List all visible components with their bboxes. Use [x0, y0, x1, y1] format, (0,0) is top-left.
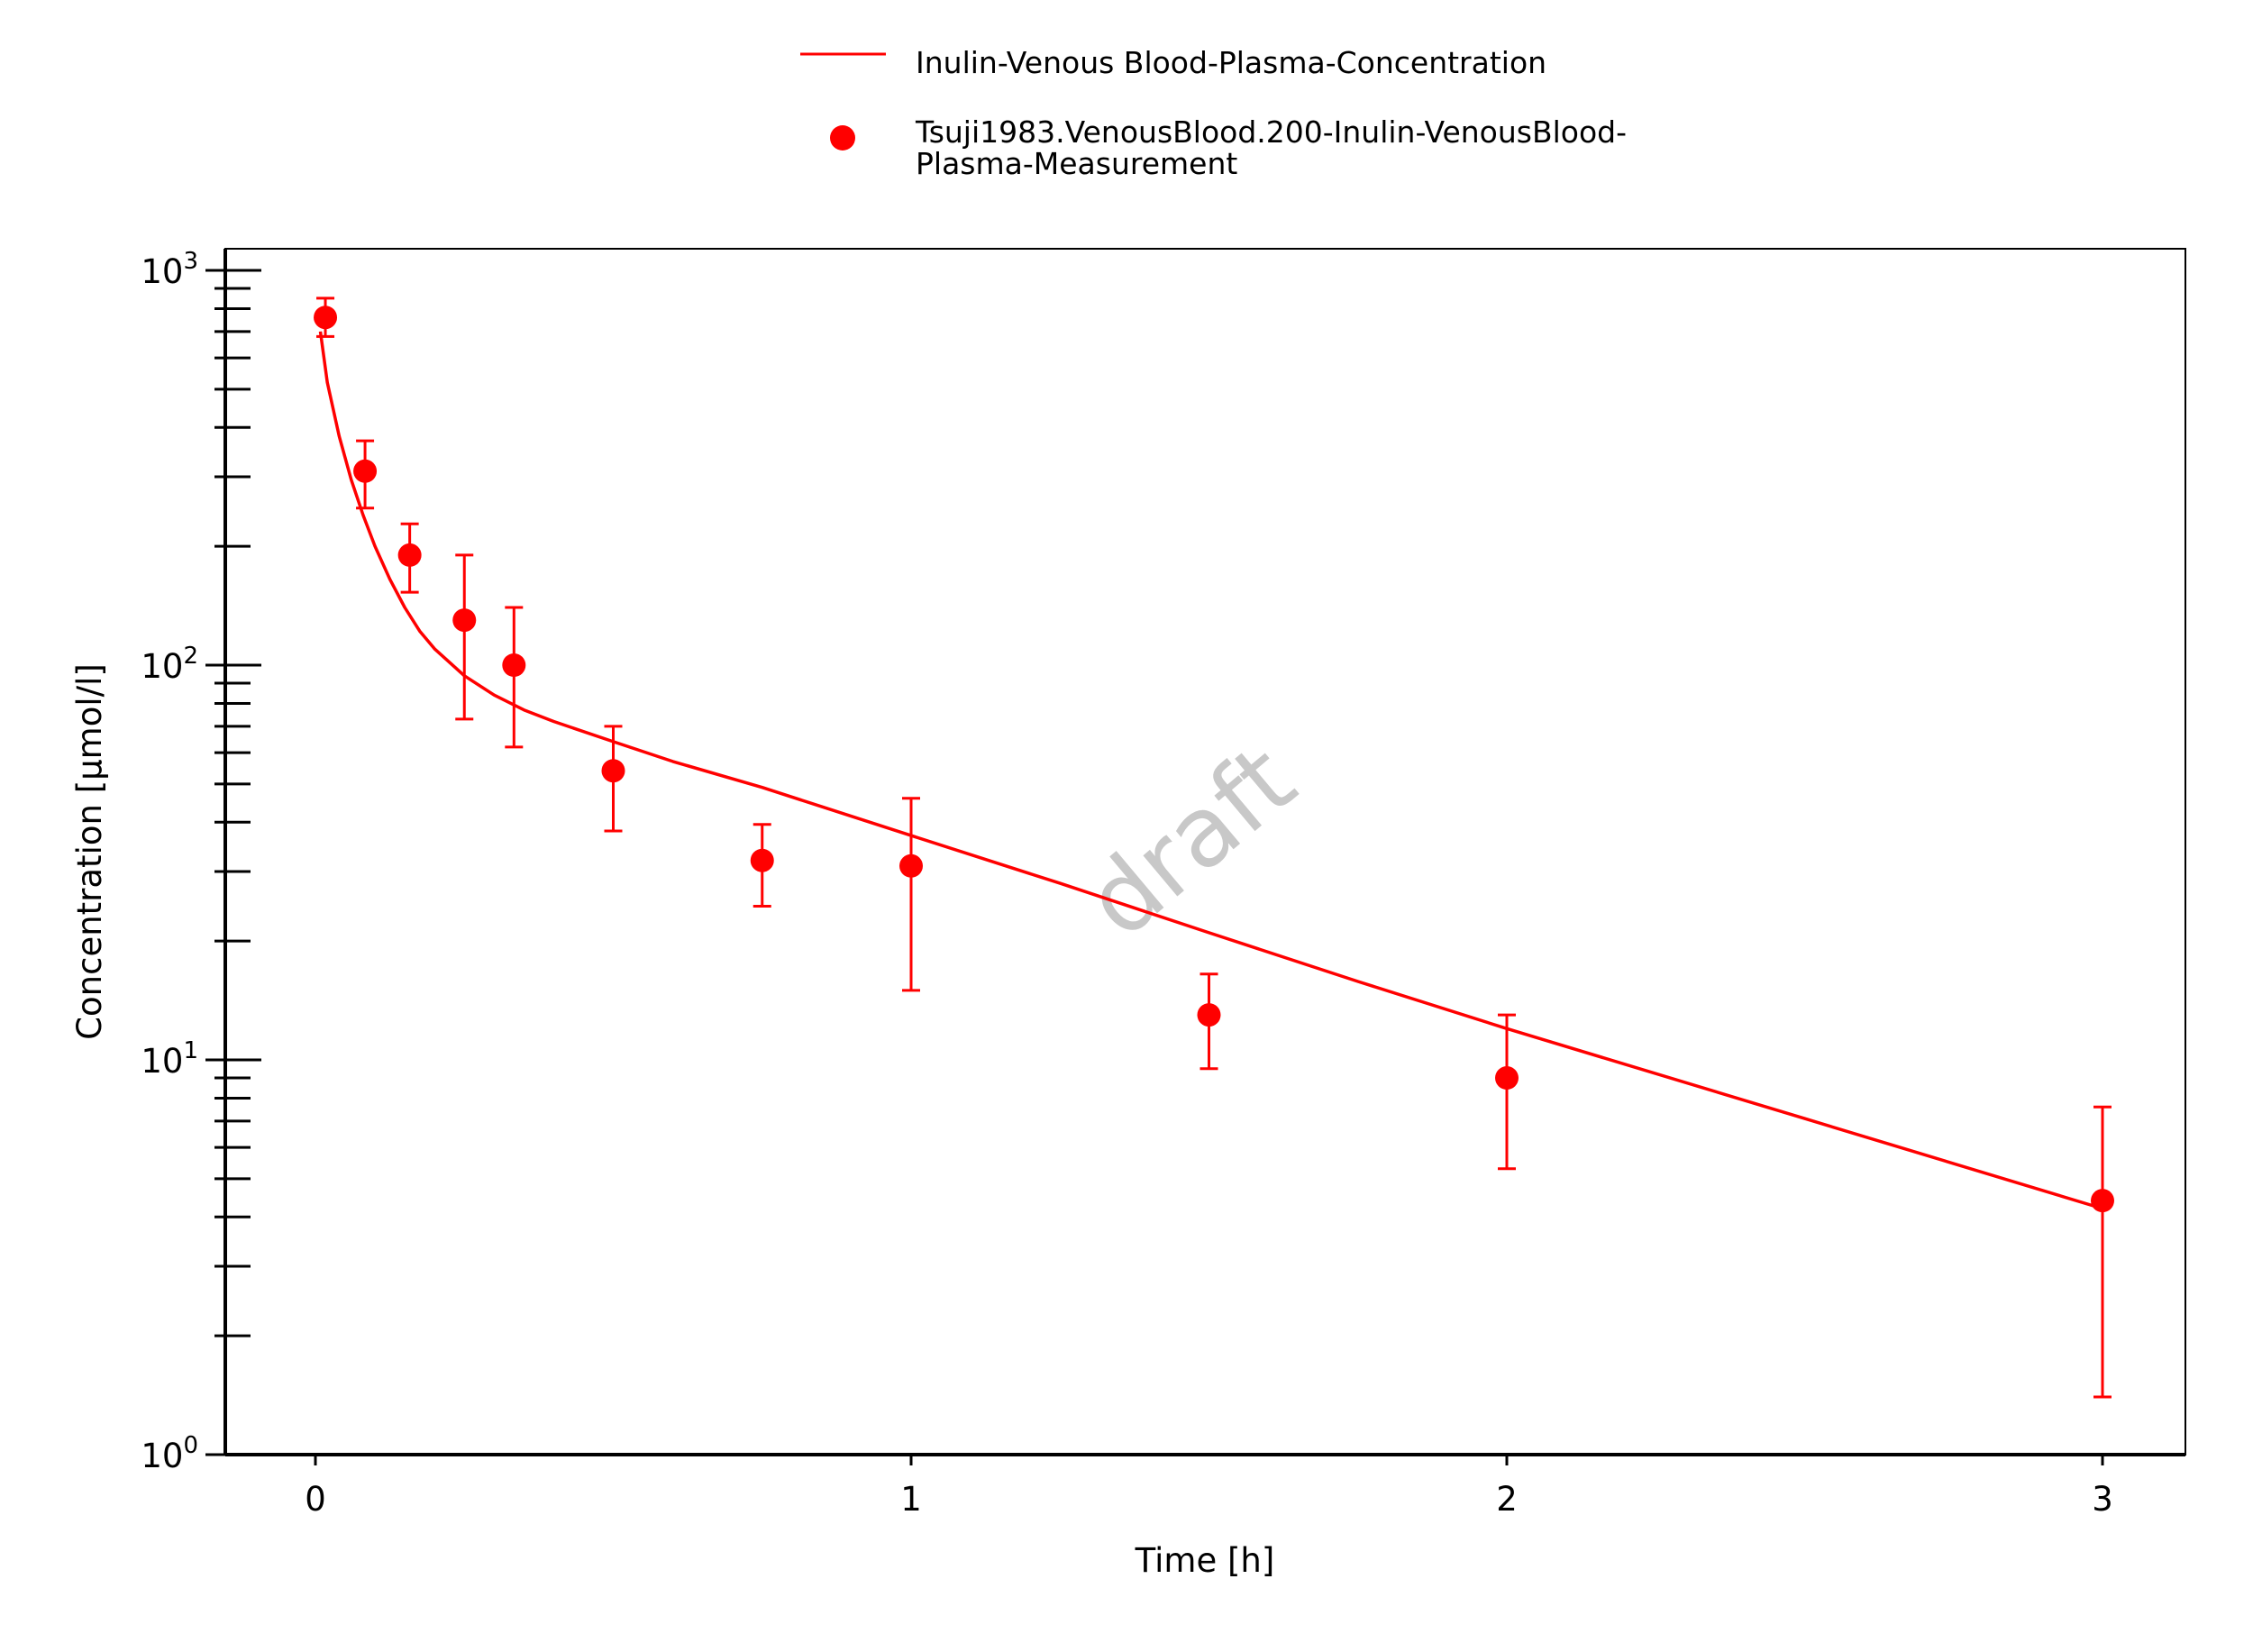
y-axis-ticks: 100 101 102 103 — [141, 248, 261, 1475]
legend-line-label: Inulin-Venous Blood-Plasma-Concentration — [916, 45, 1546, 80]
x-axis-ticks: 0 1 2 3 — [305, 1455, 2113, 1519]
data-point — [601, 759, 625, 783]
data-point — [452, 608, 477, 633]
data-point — [899, 853, 923, 878]
x-axis-label: Time [h] — [1135, 1541, 1275, 1580]
x-tick-label: 3 — [2092, 1480, 2113, 1519]
legend-marker-label: Tsuji1983.VenousBlood.200-Inulin-VenousB… — [915, 114, 1637, 181]
data-point — [2091, 1189, 2114, 1213]
y-axis-label: Concentration [µmol/l] — [70, 663, 109, 1040]
y-tick-label: 102 — [141, 643, 198, 686]
series-points-group — [314, 297, 2114, 1399]
x-tick-label: 0 — [305, 1480, 326, 1519]
y-tick-label: 103 — [141, 248, 198, 291]
data-point — [502, 653, 526, 677]
legend-marker-swatch — [830, 125, 855, 151]
watermark: draft — [1066, 724, 1317, 959]
data-point — [1495, 1066, 1519, 1091]
legend: Inulin-Venous Blood-Plasma-Concentration… — [800, 45, 1637, 181]
data-point — [750, 848, 774, 872]
data-point — [314, 306, 338, 330]
data-point — [353, 459, 378, 483]
data-point — [397, 543, 422, 567]
x-tick-label: 1 — [900, 1480, 922, 1519]
data-point — [1197, 1003, 1221, 1027]
y-tick-label: 100 — [141, 1432, 198, 1475]
x-tick-label: 2 — [1496, 1480, 1518, 1519]
y-tick-label: 101 — [141, 1037, 198, 1081]
